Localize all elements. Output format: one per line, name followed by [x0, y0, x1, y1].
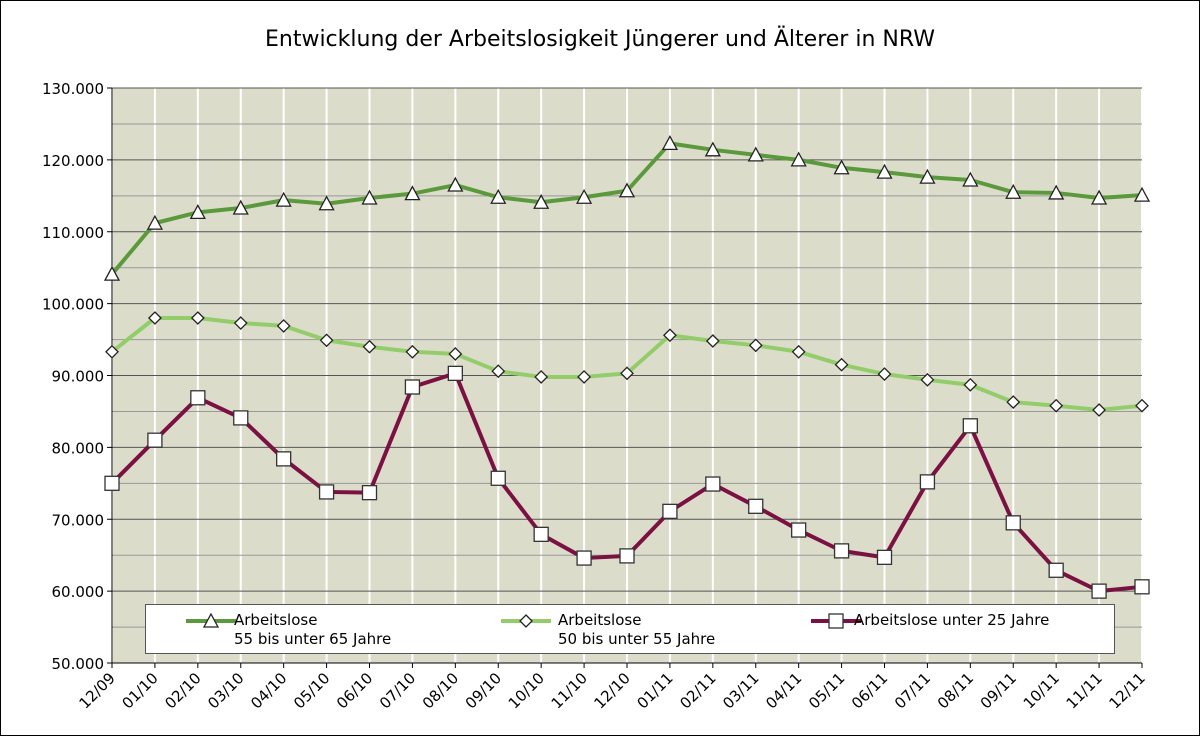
marker	[1134, 579, 1150, 595]
marker	[1048, 562, 1064, 578]
marker	[662, 503, 678, 519]
marker	[577, 370, 592, 384]
marker	[104, 475, 120, 491]
marker	[362, 339, 377, 354]
marker	[1092, 403, 1107, 417]
marker	[662, 328, 677, 343]
marker	[748, 498, 764, 514]
marker	[876, 549, 893, 565]
marker	[405, 344, 420, 359]
marker	[318, 195, 335, 211]
y-tick-label: 80.000	[52, 439, 105, 457]
legend-label: Arbeitslose 50 bis unter 55 Jahre	[558, 611, 716, 648]
marker	[147, 432, 163, 448]
marker	[103, 265, 121, 281]
chart-title: Entwicklung der Arbeitslosigkeit Jüngere…	[265, 26, 935, 52]
marker	[790, 151, 807, 167]
marker	[1005, 183, 1022, 199]
marker	[361, 189, 378, 205]
y-tick-label: 70.000	[52, 511, 105, 529]
marker	[447, 365, 463, 381]
marker	[404, 379, 421, 395]
marker	[105, 344, 119, 359]
marker	[1135, 398, 1149, 413]
marker	[276, 318, 291, 333]
marker	[276, 451, 292, 467]
marker	[233, 410, 249, 426]
marker	[404, 185, 421, 201]
marker	[791, 344, 806, 359]
marker	[490, 470, 506, 486]
marker	[533, 526, 549, 542]
marker	[233, 316, 248, 330]
marker	[1005, 515, 1021, 531]
marker	[147, 311, 162, 325]
legend-label: Arbeitslose 55 bis unter 65 Jahre	[234, 611, 392, 648]
marker	[490, 188, 507, 204]
marker	[919, 168, 936, 184]
marker	[1049, 398, 1064, 413]
legend-key	[501, 614, 551, 628]
marker	[447, 176, 464, 192]
marker	[962, 171, 979, 187]
y-tick-label: 130.000	[42, 80, 104, 98]
marker	[1048, 184, 1065, 200]
marker	[920, 372, 935, 387]
marker	[275, 191, 292, 207]
marker	[791, 522, 807, 538]
marker	[575, 188, 593, 204]
marker	[877, 367, 892, 381]
marker	[876, 163, 893, 179]
marker	[190, 311, 205, 325]
y-tick-label: 90.000	[52, 368, 105, 386]
marker	[747, 146, 764, 162]
legend-label: Arbeitslose unter 25 Jahre	[854, 611, 1050, 629]
marker	[1006, 395, 1021, 410]
marker	[834, 357, 849, 372]
y-tick-label: 120.000	[42, 152, 104, 170]
marker	[1090, 189, 1108, 205]
y-tick-label: 60.000	[52, 583, 105, 601]
marker	[962, 418, 978, 434]
marker	[833, 159, 850, 175]
marker	[232, 199, 249, 215]
marker	[705, 476, 721, 492]
marker	[828, 613, 844, 629]
legend-key	[811, 613, 861, 629]
marker	[361, 485, 378, 501]
marker	[533, 193, 550, 209]
legend: Arbeitslose 55 bis unter 65 Jahre Arbeits…	[145, 604, 1115, 654]
marker	[618, 182, 636, 198]
marker	[534, 370, 549, 384]
marker	[202, 613, 220, 628]
marker	[319, 333, 334, 348]
marker	[619, 548, 635, 564]
marker	[661, 134, 679, 150]
marker	[620, 366, 634, 381]
marker	[748, 338, 763, 353]
marker	[519, 614, 533, 628]
marker	[1133, 186, 1151, 202]
marker	[448, 347, 463, 361]
marker	[705, 334, 720, 348]
y-tick-label: 50.000	[52, 655, 105, 673]
marker	[576, 550, 592, 566]
marker	[919, 474, 936, 490]
marker	[1091, 583, 1107, 599]
marker	[190, 390, 206, 406]
marker	[704, 141, 721, 157]
marker	[491, 364, 506, 379]
y-tick-label: 110.000	[42, 224, 104, 242]
marker	[833, 543, 850, 559]
marker	[318, 484, 335, 500]
marker	[146, 214, 164, 230]
marker	[963, 377, 978, 392]
y-tick-label: 100.000	[42, 296, 104, 314]
legend-key	[186, 613, 236, 628]
marker	[189, 203, 206, 219]
